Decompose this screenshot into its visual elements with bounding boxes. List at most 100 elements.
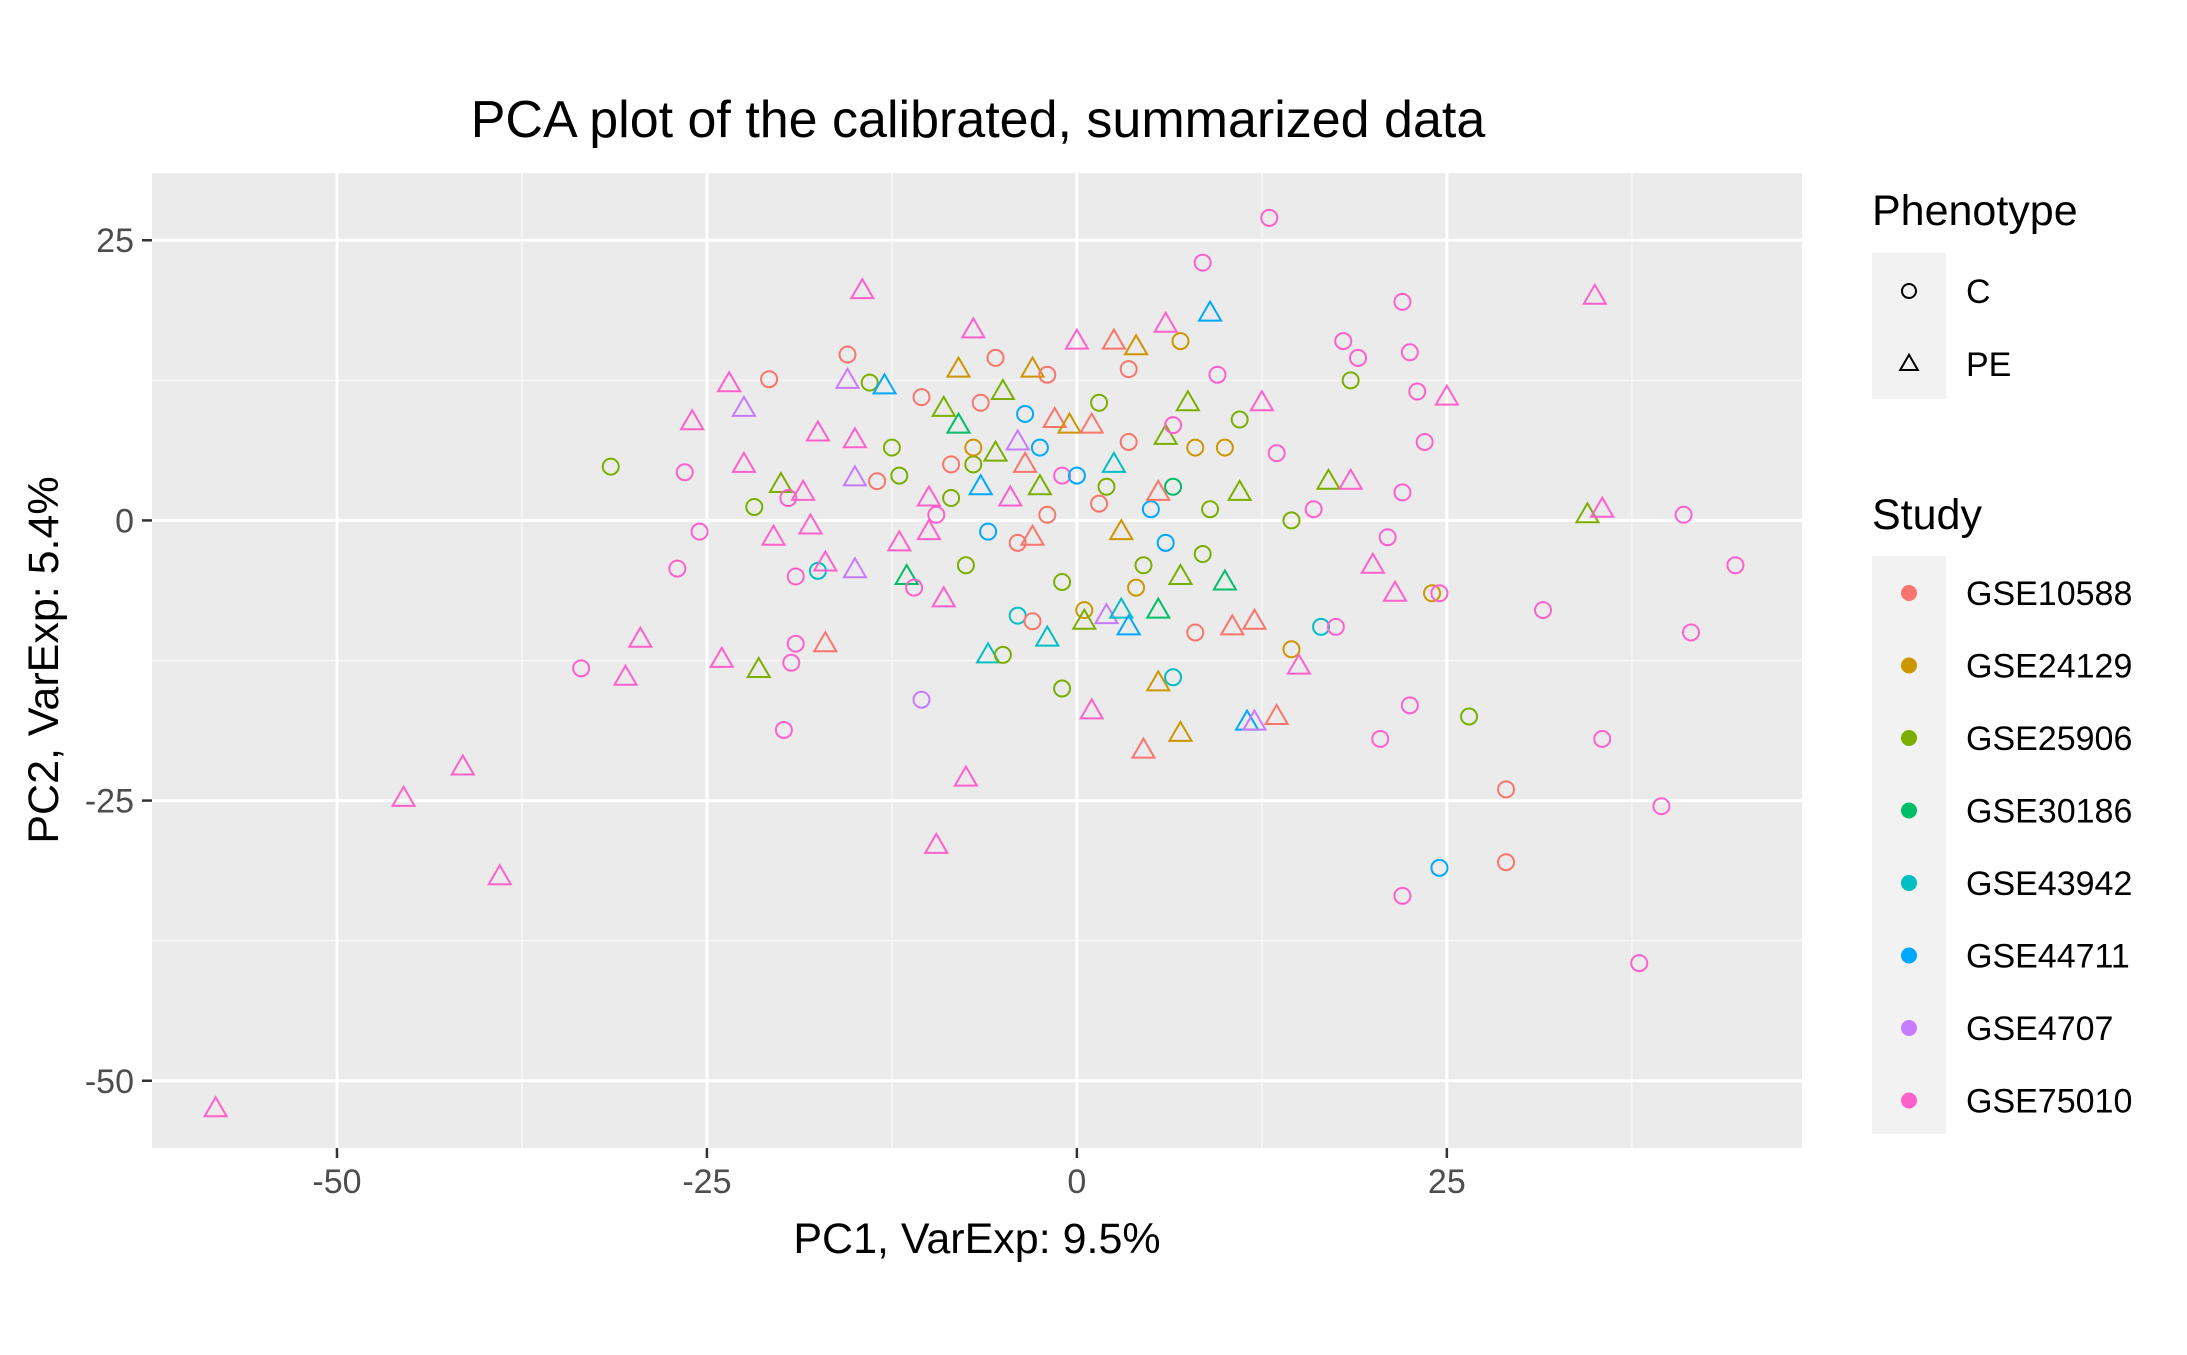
x-axis: -50 -25 0 25 — [312, 1148, 1466, 1201]
point-c — [1164, 416, 1183, 435]
point-c — [1119, 432, 1138, 451]
point-c — [1038, 505, 1057, 524]
point-c — [1119, 360, 1138, 379]
point-pe — [1315, 467, 1342, 490]
point-c — [905, 578, 924, 597]
point-pe — [930, 585, 957, 608]
legend-study-label: GSE75010 — [1966, 1083, 2132, 1121]
point-c — [1134, 556, 1153, 575]
point-c — [779, 489, 798, 507]
y-axis-label: PC2, VarExp: 5.4% — [20, 476, 68, 843]
grid-major — [152, 173, 1802, 1148]
point-c — [971, 393, 990, 412]
point-c — [1075, 601, 1094, 620]
point-c — [1400, 343, 1419, 362]
point-c — [782, 653, 801, 672]
point-pe — [708, 645, 735, 668]
point-c — [690, 522, 709, 541]
point-pe — [790, 478, 816, 501]
point-c — [572, 659, 591, 678]
point-pe — [1115, 613, 1142, 636]
point-c — [890, 466, 909, 485]
point-pe — [797, 512, 824, 535]
point-c — [912, 690, 931, 709]
x-tick-label: -25 — [682, 1163, 731, 1201]
point-pe — [1286, 652, 1312, 675]
point-c — [675, 463, 694, 482]
y-tick-label: 25 — [96, 222, 134, 260]
point-pe — [953, 764, 979, 787]
legend-study-label: GSE4707 — [1966, 1010, 2113, 1048]
point-c — [1208, 365, 1227, 384]
point-pe — [1027, 473, 1053, 496]
point-c — [1349, 348, 1368, 367]
legend-key-dot — [1901, 802, 1917, 819]
point-pe — [945, 355, 972, 378]
legend-phenotype-keys-bg — [1872, 253, 1946, 399]
point-c — [1334, 332, 1353, 351]
point-pe — [1012, 450, 1038, 473]
point-c — [745, 497, 764, 516]
point-c — [1326, 617, 1345, 636]
point-pe — [1167, 562, 1194, 585]
point-pe — [871, 372, 898, 395]
point-pe — [916, 518, 942, 541]
point-c — [1682, 623, 1701, 642]
points-layer — [202, 208, 1745, 1118]
point-c — [1400, 696, 1419, 715]
point-pe — [1108, 596, 1135, 619]
point-pe — [1101, 327, 1127, 350]
point-c — [1378, 528, 1397, 547]
point-c — [1430, 584, 1449, 603]
point-pe — [1582, 282, 1608, 305]
point-c — [1497, 853, 1516, 872]
point-pe — [849, 277, 876, 300]
point-pe — [842, 426, 868, 449]
chart-title: PCA plot of the calibrated, summarized d… — [471, 91, 1486, 149]
point-pe — [745, 655, 772, 678]
point-c — [1156, 533, 1175, 552]
point-pe — [812, 630, 839, 653]
point-pe — [1078, 697, 1105, 720]
point-pe — [1145, 596, 1172, 619]
point-c — [1282, 511, 1301, 530]
point-pe — [1219, 613, 1246, 636]
point-pe — [1263, 703, 1290, 726]
legend-study: Study GSE10588 GSE24129 GSE25906 GSE30186 GS… — [1872, 491, 2132, 1134]
point-pe — [1226, 478, 1253, 501]
point-c — [1030, 438, 1049, 457]
point-c — [1408, 382, 1427, 401]
point-pe — [1212, 568, 1238, 591]
legend-key-dot — [1901, 1020, 1917, 1036]
point-c — [1304, 500, 1323, 519]
legend-study-keys-bg — [1872, 556, 1946, 1134]
point-pe — [1034, 624, 1061, 647]
point-pe — [842, 464, 868, 487]
point-c — [1097, 477, 1116, 496]
point-c — [882, 438, 901, 457]
point-pe — [1434, 383, 1460, 406]
point-pe — [1249, 389, 1275, 412]
legend-phenotype-title: Phenotype — [1872, 187, 2078, 235]
legend-study-label: GSE10588 — [1966, 575, 2132, 613]
point-pe — [1004, 428, 1031, 451]
point-c — [1630, 954, 1649, 973]
point-pe — [202, 1095, 229, 1118]
point-pe — [997, 484, 1024, 507]
point-c — [1282, 640, 1301, 659]
point-c — [1371, 729, 1390, 748]
legend-key-triangle — [1898, 352, 1920, 371]
point-c — [860, 373, 879, 392]
point-c — [1497, 780, 1516, 799]
point-c — [774, 720, 793, 739]
point-c — [1053, 679, 1072, 698]
point-c — [1201, 500, 1220, 519]
point-c — [1593, 729, 1612, 748]
point-c — [1393, 292, 1412, 311]
point-c — [1090, 494, 1109, 513]
grid-minor — [152, 173, 1802, 1148]
point-pe — [679, 408, 705, 431]
point-pe — [1382, 579, 1408, 602]
